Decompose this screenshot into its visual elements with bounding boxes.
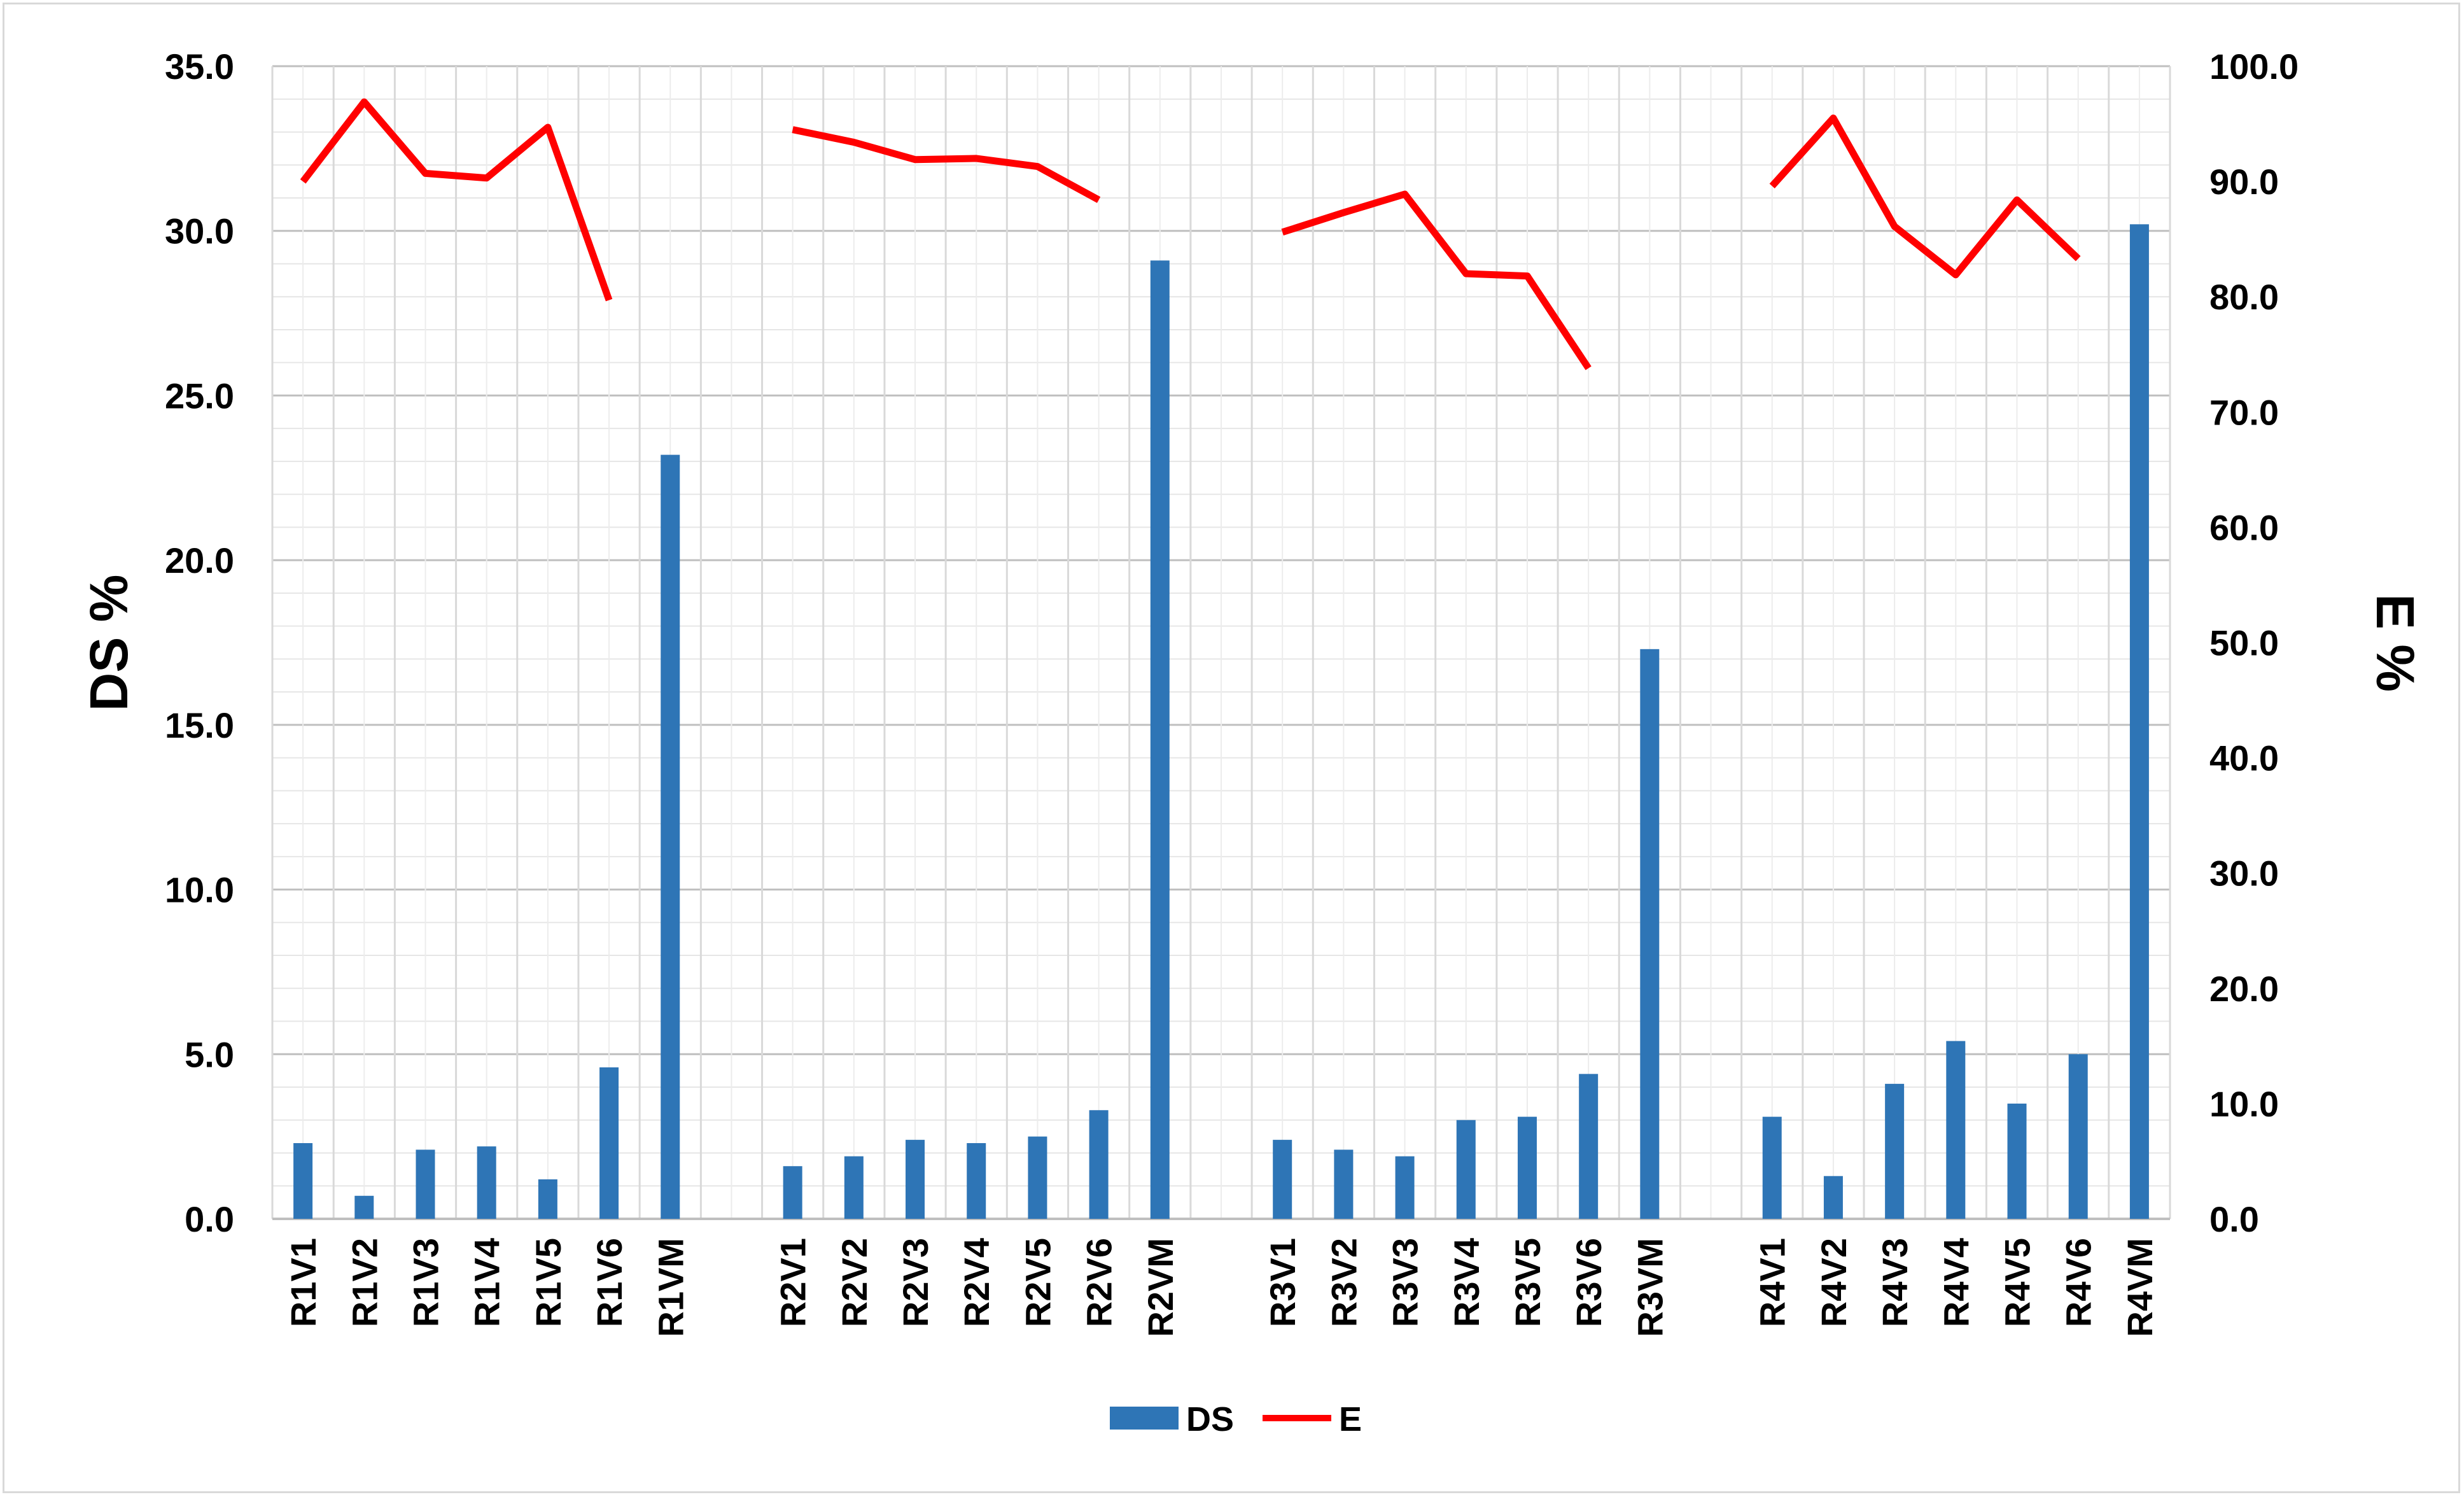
ds-bar-r4v5 [2007,1103,2027,1219]
right-tick-label: 90.0 [2209,162,2279,202]
ds-bar-r3v5 [1517,1116,1537,1219]
ds-bar-r4v1 [1762,1116,1782,1219]
x-tick-label: R2V4 [956,1238,997,1327]
ds-bar-r4v2 [1823,1176,1843,1219]
ds-bar-r4v3 [1885,1083,1905,1219]
legend-e-label: E [1339,1400,1362,1438]
x-tick-label: R3V2 [1324,1238,1364,1327]
left-tick-label: 35.0 [165,46,234,87]
right-tick-label: 0.0 [2209,1199,2259,1239]
x-tick-label: R4VM [2120,1238,2160,1337]
left-axis-ticks: 0.0 5.0 10.0 15.0 20.0 25.0 30.0 35.0 [165,46,234,1239]
ds-bar-r3vm [1640,649,1660,1219]
left-tick-label: 20.0 [165,540,234,580]
legend-ds-swatch [1110,1407,1179,1430]
ds-bar-r3v1 [1273,1139,1292,1219]
ds-bar-r4vm [2129,224,2149,1219]
right-tick-label: 50.0 [2209,623,2279,663]
left-tick-label: 25.0 [165,376,234,416]
right-tick-label: 100.0 [2209,46,2299,87]
ds-bar-r1v3 [416,1149,435,1219]
right-tick-label: 80.0 [2209,277,2279,317]
ds-bar-r3v6 [1579,1074,1599,1219]
legend-ds-label: DS [1186,1400,1234,1438]
x-tick-label: R4V3 [1875,1238,1915,1327]
x-axis-ticks: R1V1 R1V2 R1V3 R1V4 R1V5 R1V6 R1VM R2V1 R2V2 R2V3… [283,1238,2160,1337]
x-tick-label: R1V2 [344,1238,384,1327]
ds-bar-r1vm [661,454,680,1219]
ds-bar-r4v4 [1946,1041,1966,1219]
e-line-segment [1769,115,2081,279]
x-tick-label: R1V3 [405,1238,445,1327]
x-tick-label: R1VM [650,1238,690,1337]
ds-bar-r3v4 [1456,1120,1476,1219]
ds-bar-r2v1 [783,1166,802,1219]
ds-bar-r1v1 [293,1142,313,1219]
left-tick-label: 0.0 [185,1199,234,1239]
ds-bar-r2v6 [1089,1110,1109,1219]
ds-bar-r1v5 [538,1179,557,1219]
x-tick-label: R4V6 [2059,1238,2099,1327]
x-tick-label: R2VM [1140,1238,1180,1337]
right-axis-ticks: 0.0 10.0 20.0 30.0 40.0 50.0 60.0 70.0 80.0 90.0 1… [2209,46,2299,1239]
x-tick-label: R4V4 [1936,1238,1976,1327]
x-tick-label: R3V4 [1446,1238,1487,1327]
right-tick-label: 10.0 [2209,1084,2279,1124]
ds-bar-r2v5 [1028,1136,1047,1219]
x-tick-label: R2V3 [895,1238,935,1327]
x-tick-label: R1V1 [283,1238,323,1327]
right-tick-label: 40.0 [2209,738,2279,778]
e-lines [300,98,2081,370]
e-line-segment [1281,190,1592,370]
right-tick-label: 70.0 [2209,392,2279,432]
x-tick-label: R2V2 [834,1238,874,1327]
x-tick-label: R2V1 [773,1238,813,1327]
ds-bar-r2vm [1150,260,1170,1219]
left-tick-label: 10.0 [165,870,234,910]
x-tick-label: R4V1 [1753,1238,1793,1327]
left-tick-label: 15.0 [165,705,234,745]
left-axis-title: DS % [79,575,139,712]
ds-bar-r2v2 [844,1156,864,1219]
ds-bar-r3v2 [1334,1149,1354,1219]
x-tick-label: R3V5 [1508,1238,1548,1327]
x-tick-label: R3V3 [1385,1238,1425,1327]
right-tick-label: 20.0 [2209,969,2279,1009]
x-tick-label: R3V6 [1569,1238,1609,1327]
ds-bar-r1v6 [599,1067,619,1219]
ds-bar-r2v3 [906,1139,925,1219]
x-tick-label: R4V2 [1814,1238,1854,1327]
e-line-segment [300,98,613,302]
x-tick-label: R1V6 [589,1238,629,1327]
right-tick-label: 60.0 [2209,507,2279,547]
legend: DS E [1110,1400,1362,1438]
left-tick-label: 30.0 [165,211,234,251]
ds-bar-r3v3 [1395,1156,1415,1219]
gridlines [271,65,2171,1220]
x-tick-label: R2V5 [1018,1238,1058,1327]
x-tick-label: R3VM [1630,1238,1670,1337]
x-tick-label: R2V6 [1079,1238,1119,1327]
right-tick-label: 30.0 [2209,854,2279,894]
ds-bar-r1v2 [354,1195,374,1219]
e-line-segment [792,126,1101,203]
ds-bar-r2v4 [967,1142,986,1219]
right-axis-title: E % [2365,594,2425,692]
ds-bars [293,224,2149,1219]
ds-bar-r4v6 [2068,1054,2088,1219]
x-tick-label: R4V5 [1998,1238,2038,1327]
x-tick-label: R3V1 [1263,1238,1303,1327]
ds-bar-r1v4 [477,1146,496,1219]
x-tick-label: R1V5 [528,1238,568,1327]
chart-frame [3,3,2460,1493]
left-tick-label: 5.0 [185,1034,234,1074]
x-tick-label: R1V4 [467,1238,507,1327]
